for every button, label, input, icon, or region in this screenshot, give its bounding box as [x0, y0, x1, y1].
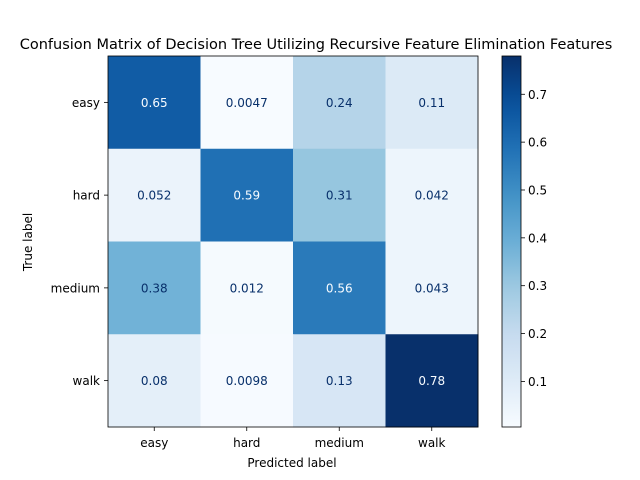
colorbar-tick-label: 0.1 — [528, 375, 547, 389]
heatmap-cell — [108, 334, 201, 428]
cell-value-label: 0.043 — [415, 281, 449, 295]
heatmap-cell — [293, 241, 386, 335]
cell-value-label: 0.13 — [326, 374, 353, 388]
heatmap-cell — [108, 148, 201, 242]
cell-value-label: 0.012 — [230, 281, 264, 295]
colorbar — [502, 56, 521, 427]
y-tick-label: medium — [51, 281, 100, 295]
y-tick-label: walk — [73, 374, 101, 388]
cell-value-label: 0.38 — [141, 281, 168, 295]
heatmap-cell-labels: 0.65 0.0047 0.24 0.11 0.052 0.59 0.31 0.042 0.38… — [137, 96, 449, 388]
y-tick-label: hard — [73, 189, 100, 203]
heatmap-cell — [200, 241, 294, 335]
cell-value-label: 0.0098 — [226, 374, 268, 388]
plot-frame — [107, 55, 479, 428]
cell-value-label: 0.11 — [418, 96, 445, 110]
cell-value-label: 0.08 — [141, 374, 168, 388]
cell-value-label: 0.042 — [415, 189, 449, 203]
heatmap-cell — [385, 241, 479, 335]
x-tick-label: walk — [418, 436, 446, 450]
heatmap-cell — [108, 241, 201, 335]
colorbar-tick-label: 0.7 — [528, 88, 547, 102]
x-tick-label: hard — [233, 436, 260, 450]
cell-value-label: 0.0047 — [226, 96, 268, 110]
cell-value-label: 0.78 — [418, 374, 445, 388]
colorbar-tick-label: 0.6 — [528, 136, 547, 150]
heatmap-cell — [293, 56, 386, 150]
colorbar-frame — [501, 55, 522, 428]
heatmap-cell — [200, 148, 294, 242]
cell-value-label: 0.052 — [137, 189, 171, 203]
x-tick-label: medium — [315, 436, 364, 450]
x-axis-label: Predicted label — [247, 456, 336, 470]
cell-value-label: 0.65 — [141, 96, 168, 110]
heatmap-cell — [200, 56, 294, 150]
y-axis-ticks: easy hard medium walk — [51, 96, 108, 388]
colorbar-tick-label: 0.5 — [528, 183, 547, 197]
cell-value-label: 0.31 — [326, 189, 353, 203]
heatmap-cell — [293, 334, 386, 428]
colorbar-tick-label: 0.3 — [528, 279, 547, 293]
colorbar-ticks: 0.1 0.2 0.3 0.4 0.5 0.6 0.7 — [521, 88, 547, 389]
y-axis-label: True label — [21, 213, 35, 272]
cell-value-label: 0.59 — [233, 189, 260, 203]
heatmap-cell — [385, 148, 479, 242]
heatmap-cell — [108, 56, 201, 150]
colorbar-tick-label: 0.4 — [528, 231, 547, 245]
heatmap-cells — [108, 56, 479, 428]
x-tick-label: easy — [140, 436, 168, 450]
cell-value-label: 0.24 — [326, 96, 353, 110]
colorbar-tick-label: 0.2 — [528, 327, 547, 341]
heatmap-cell — [385, 56, 479, 150]
heatmap-cell — [385, 334, 479, 428]
heatmap-cell — [200, 334, 294, 428]
x-axis-ticks: easy hard medium walk — [140, 427, 446, 450]
heatmap-cell — [293, 148, 386, 242]
y-tick-label: easy — [72, 96, 100, 110]
cell-value-label: 0.56 — [326, 281, 353, 295]
chart-title: Confusion Matrix of Decision Tree Utiliz… — [20, 37, 613, 53]
